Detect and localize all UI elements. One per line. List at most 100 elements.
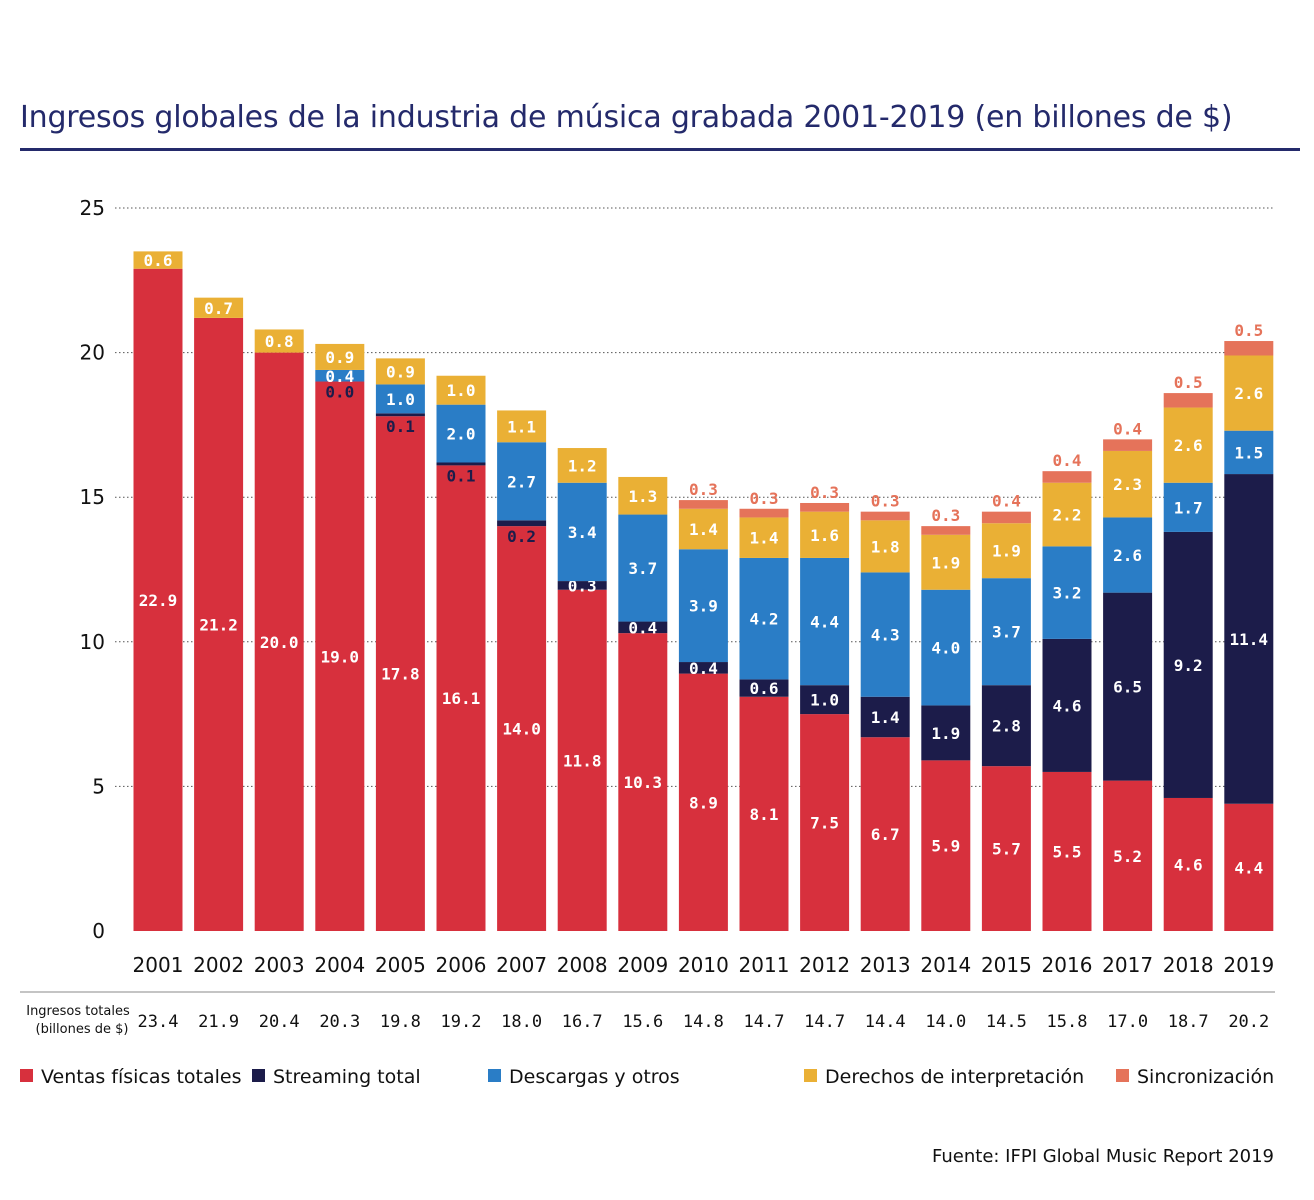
bar-2009-series-0 [618, 633, 668, 931]
bar-label-2013-series-2: 4.3 [871, 626, 900, 645]
bar-2006-series-2 [436, 404, 486, 463]
bar-2009-series-3 [618, 476, 668, 515]
bar-label-2018-series-3: 2.6 [1174, 436, 1203, 455]
x-tick-label-2014: 2014 [920, 953, 971, 977]
bar-2013-series-1 [860, 696, 910, 738]
bar-2019-series-4 [1224, 341, 1274, 356]
bar-2014-series-4 [921, 526, 971, 535]
total-2003: 20.4 [259, 1012, 300, 1032]
total-2009: 15.6 [622, 1012, 663, 1032]
bar-2011-series-3 [739, 517, 789, 558]
bar-2007-series-0 [497, 526, 547, 931]
bar-label-2015-series-1: 2.8 [992, 717, 1021, 736]
bar-2014-series-2 [921, 589, 971, 706]
bar-2008-series-0 [557, 589, 607, 931]
total-2004: 20.3 [319, 1012, 360, 1032]
bar-label-2016-series-2: 3.2 [1053, 584, 1082, 603]
total-2002: 21.9 [198, 1012, 239, 1032]
bar-2012-series-1 [800, 685, 850, 715]
bar-2008-series-2 [557, 482, 607, 582]
bar-label-2015-series-4: 0.4 [992, 492, 1021, 511]
bar-2016-series-3 [1042, 482, 1092, 547]
total-2019: 20.2 [1228, 1012, 1269, 1032]
bar-2015-series-3 [981, 523, 1031, 579]
bar-2014-series-3 [921, 534, 971, 590]
source-note: Fuente: IFPI Global Music Report 2019 [932, 1146, 1274, 1167]
legend-swatch-3 [804, 1069, 817, 1082]
bar-2011-series-1 [739, 679, 789, 697]
bar-2018-series-4 [1163, 393, 1213, 408]
bar-2007-series-3 [497, 410, 547, 443]
x-tick-label-2015: 2015 [981, 953, 1032, 977]
bar-label-2008-series-0: 11.8 [563, 751, 602, 770]
bar-label-2013-series-0: 6.7 [871, 825, 900, 844]
bar-2013-series-0 [860, 737, 910, 931]
x-tick-label-2005: 2005 [375, 953, 426, 977]
legend-label-1: Streaming total [273, 1066, 421, 1088]
bar-label-2019-series-3: 2.6 [1234, 384, 1263, 403]
bar-label-2008-series-2: 3.4 [568, 523, 597, 542]
x-tick-label-2011: 2011 [739, 953, 790, 977]
bar-2002-series-0 [194, 317, 244, 931]
bar-label-2018-series-0: 4.6 [1174, 855, 1203, 874]
bar-label-2012-series-2: 4.4 [810, 613, 839, 632]
bar-2014-series-1 [921, 705, 971, 761]
bar-label-2016-series-3: 2.2 [1053, 506, 1082, 525]
bar-2010-series-1 [678, 662, 728, 674]
bar-2018-series-0 [1163, 797, 1213, 931]
x-tick-label-2003: 2003 [254, 953, 305, 977]
bar-label-2016-series-0: 5.5 [1053, 842, 1082, 861]
bar-label-2003-series-0: 20.0 [260, 633, 299, 652]
bar-label-2001-series-0: 22.9 [139, 591, 178, 610]
bar-2018-series-3 [1163, 407, 1213, 483]
bar-2012-series-4 [800, 502, 850, 512]
bar-2010-series-2 [678, 549, 728, 663]
bar-label-2012-series-3: 1.6 [810, 526, 839, 545]
bar-label-2017-series-1: 6.5 [1113, 678, 1142, 697]
bar-label-2004-series-1: 0.0 [325, 383, 354, 402]
bar-label-2014-series-4: 0.3 [931, 506, 960, 525]
bar-label-2006-series-2: 2.0 [447, 425, 476, 444]
total-2016: 15.8 [1047, 1012, 1088, 1032]
bar-label-2013-series-3: 1.8 [871, 537, 900, 556]
bar-2012-series-2 [800, 557, 850, 686]
bar-2017-series-1 [1103, 592, 1153, 781]
bar-label-2008-series-3: 1.2 [568, 456, 597, 475]
bar-label-2015-series-3: 1.9 [992, 542, 1021, 561]
total-2012: 14.7 [804, 1012, 845, 1032]
total-2001: 23.4 [138, 1012, 179, 1032]
bar-label-2017-series-4: 0.4 [1113, 419, 1142, 438]
bar-label-2004-series-0: 19.0 [321, 647, 360, 666]
bar-2006-series-1 [436, 462, 486, 466]
y-tick-label-25: 25 [80, 196, 105, 220]
bar-label-2014-series-2: 4.0 [931, 639, 960, 658]
bar-label-2019-series-0: 4.4 [1234, 858, 1263, 877]
bar-2004-series-2 [315, 369, 365, 382]
bar-label-2009-series-0: 10.3 [624, 773, 663, 792]
stacked-bar-chart: 0 5 10 15 20 25 22.9 0.6 2001 23.4 21.2 0.7 2002 21.9… [20, 196, 1275, 1088]
x-tick-label-2019: 2019 [1223, 953, 1274, 977]
bar-label-2009-series-1: 0.4 [628, 618, 657, 637]
bar-label-2005-series-1: 0.1 [386, 417, 415, 436]
bar-label-2012-series-1: 1.0 [810, 691, 839, 710]
bar-label-2017-series-3: 2.3 [1113, 475, 1142, 494]
bar-2003-series-3 [254, 329, 304, 353]
x-tick-label-2007: 2007 [496, 953, 547, 977]
y-tick-label-10: 10 [80, 630, 105, 654]
bar-label-2011-series-4: 0.3 [750, 489, 779, 508]
bar-2013-series-2 [860, 572, 910, 697]
bar-2015-series-1 [981, 685, 1031, 767]
bar-2006-series-3 [436, 375, 486, 405]
bar-2013-series-4 [860, 511, 910, 521]
bar-label-2005-series-0: 17.8 [381, 665, 420, 684]
totals-unit: (billones de $) [36, 1022, 129, 1037]
bar-2016-series-4 [1042, 471, 1092, 483]
bar-label-2002-series-0: 21.2 [199, 615, 238, 634]
bar-label-2019-series-4: 0.5 [1234, 321, 1263, 340]
totals-label: Ingresos totales [26, 1004, 130, 1019]
total-2006: 19.2 [441, 1012, 482, 1032]
total-2014: 14.0 [925, 1012, 966, 1032]
x-tick-label-2004: 2004 [314, 953, 365, 977]
bar-label-2016-series-4: 0.4 [1053, 451, 1082, 470]
bar-label-2007-series-0: 14.0 [502, 720, 541, 739]
